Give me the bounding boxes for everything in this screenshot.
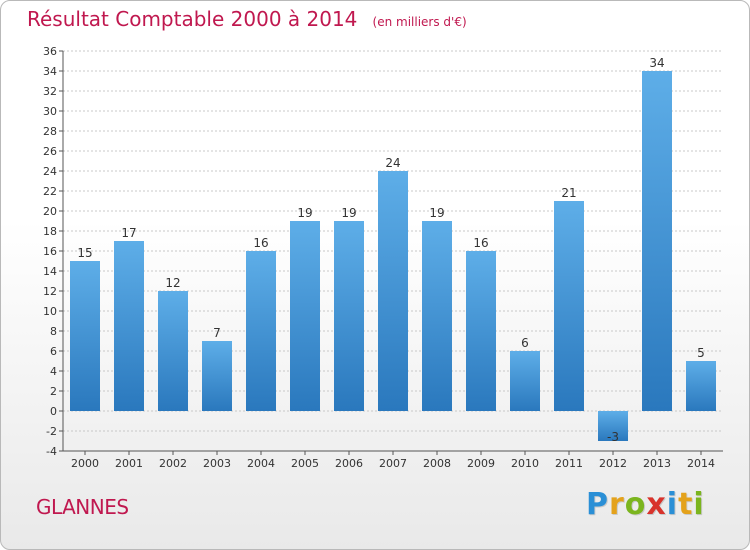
y-tick-label: 36 [43,45,57,58]
x-tick-label: 2001 [115,457,143,470]
logo-letter: o [624,487,647,522]
y-tick-label: 6 [50,345,57,358]
commune-name: GLANNES [36,495,129,519]
y-tick-label: -4 [46,445,57,458]
x-tick-label: 2014 [687,457,715,470]
bar [686,361,716,411]
data-label: 16 [473,236,488,250]
logo-letter: r [609,487,625,522]
data-label: 12 [165,276,180,290]
x-tick-label: 2012 [599,457,627,470]
y-tick-label: 34 [43,65,57,78]
bar [70,261,100,411]
chart-title: Résultat Comptable 2000 à 2014 [27,7,358,31]
data-label: 19 [341,206,356,220]
x-tick-label: 2000 [71,457,99,470]
y-tick-label: 30 [43,105,57,118]
data-label: 34 [649,56,664,70]
bar [510,351,540,411]
bar [554,201,584,411]
logo-letter: t [678,487,694,522]
x-tick-label: 2008 [423,457,451,470]
data-label: 6 [521,336,529,350]
y-tick-label: 10 [43,305,57,318]
x-tick-label: 2007 [379,457,407,470]
y-tick-label: 28 [43,125,57,138]
bar [202,341,232,411]
bar [290,221,320,411]
y-tick-label: 20 [43,205,57,218]
data-label: 16 [253,236,268,250]
bar [334,221,364,411]
proxiti-logo: Proxiti [586,487,705,522]
x-tick-label: 2010 [511,457,539,470]
logo-letter: i [693,487,705,522]
y-tick-label: 26 [43,145,57,158]
bar [642,71,672,411]
x-tick-label: 2003 [203,457,231,470]
bar [114,241,144,411]
y-tick-label: -2 [46,425,57,438]
x-tick-label: 2002 [159,457,187,470]
y-tick-label: 8 [50,325,57,338]
data-label: 7 [213,326,221,340]
data-label: 19 [429,206,444,220]
y-tick-label: 4 [50,365,57,378]
bar [422,221,452,411]
y-tick-label: 12 [43,285,57,298]
bar [378,171,408,411]
x-tick-label: 2004 [247,457,275,470]
data-label: 5 [697,346,705,360]
x-tick-label: 2011 [555,457,583,470]
bar [158,291,188,411]
logo-letter: P [586,487,609,522]
x-tick-label: 2005 [291,457,319,470]
y-tick-label: 16 [43,245,57,258]
data-label: 17 [121,226,136,240]
y-tick-label: 24 [43,165,57,178]
chart-header: Résultat Comptable 2000 à 2014 (en milli… [27,7,467,31]
x-tick-label: 2009 [467,457,495,470]
bar [598,411,628,441]
y-tick-label: 2 [50,385,57,398]
data-label: 24 [385,156,400,170]
y-tick-label: 0 [50,405,57,418]
bar [246,251,276,411]
y-tick-label: 22 [43,185,57,198]
x-tick-label: 2006 [335,457,363,470]
data-label: 15 [77,246,92,260]
data-label: -3 [607,430,619,444]
data-label: 19 [297,206,312,220]
data-label: 21 [561,186,576,200]
chart-subtitle: (en milliers d'€) [372,15,467,29]
y-tick-label: 14 [43,265,57,278]
logo-letter: x [646,487,667,522]
y-tick-label: 32 [43,85,57,98]
logo-letter: i [666,487,679,522]
x-tick-label: 2013 [643,457,671,470]
y-tick-label: 18 [43,225,57,238]
bar [466,251,496,411]
